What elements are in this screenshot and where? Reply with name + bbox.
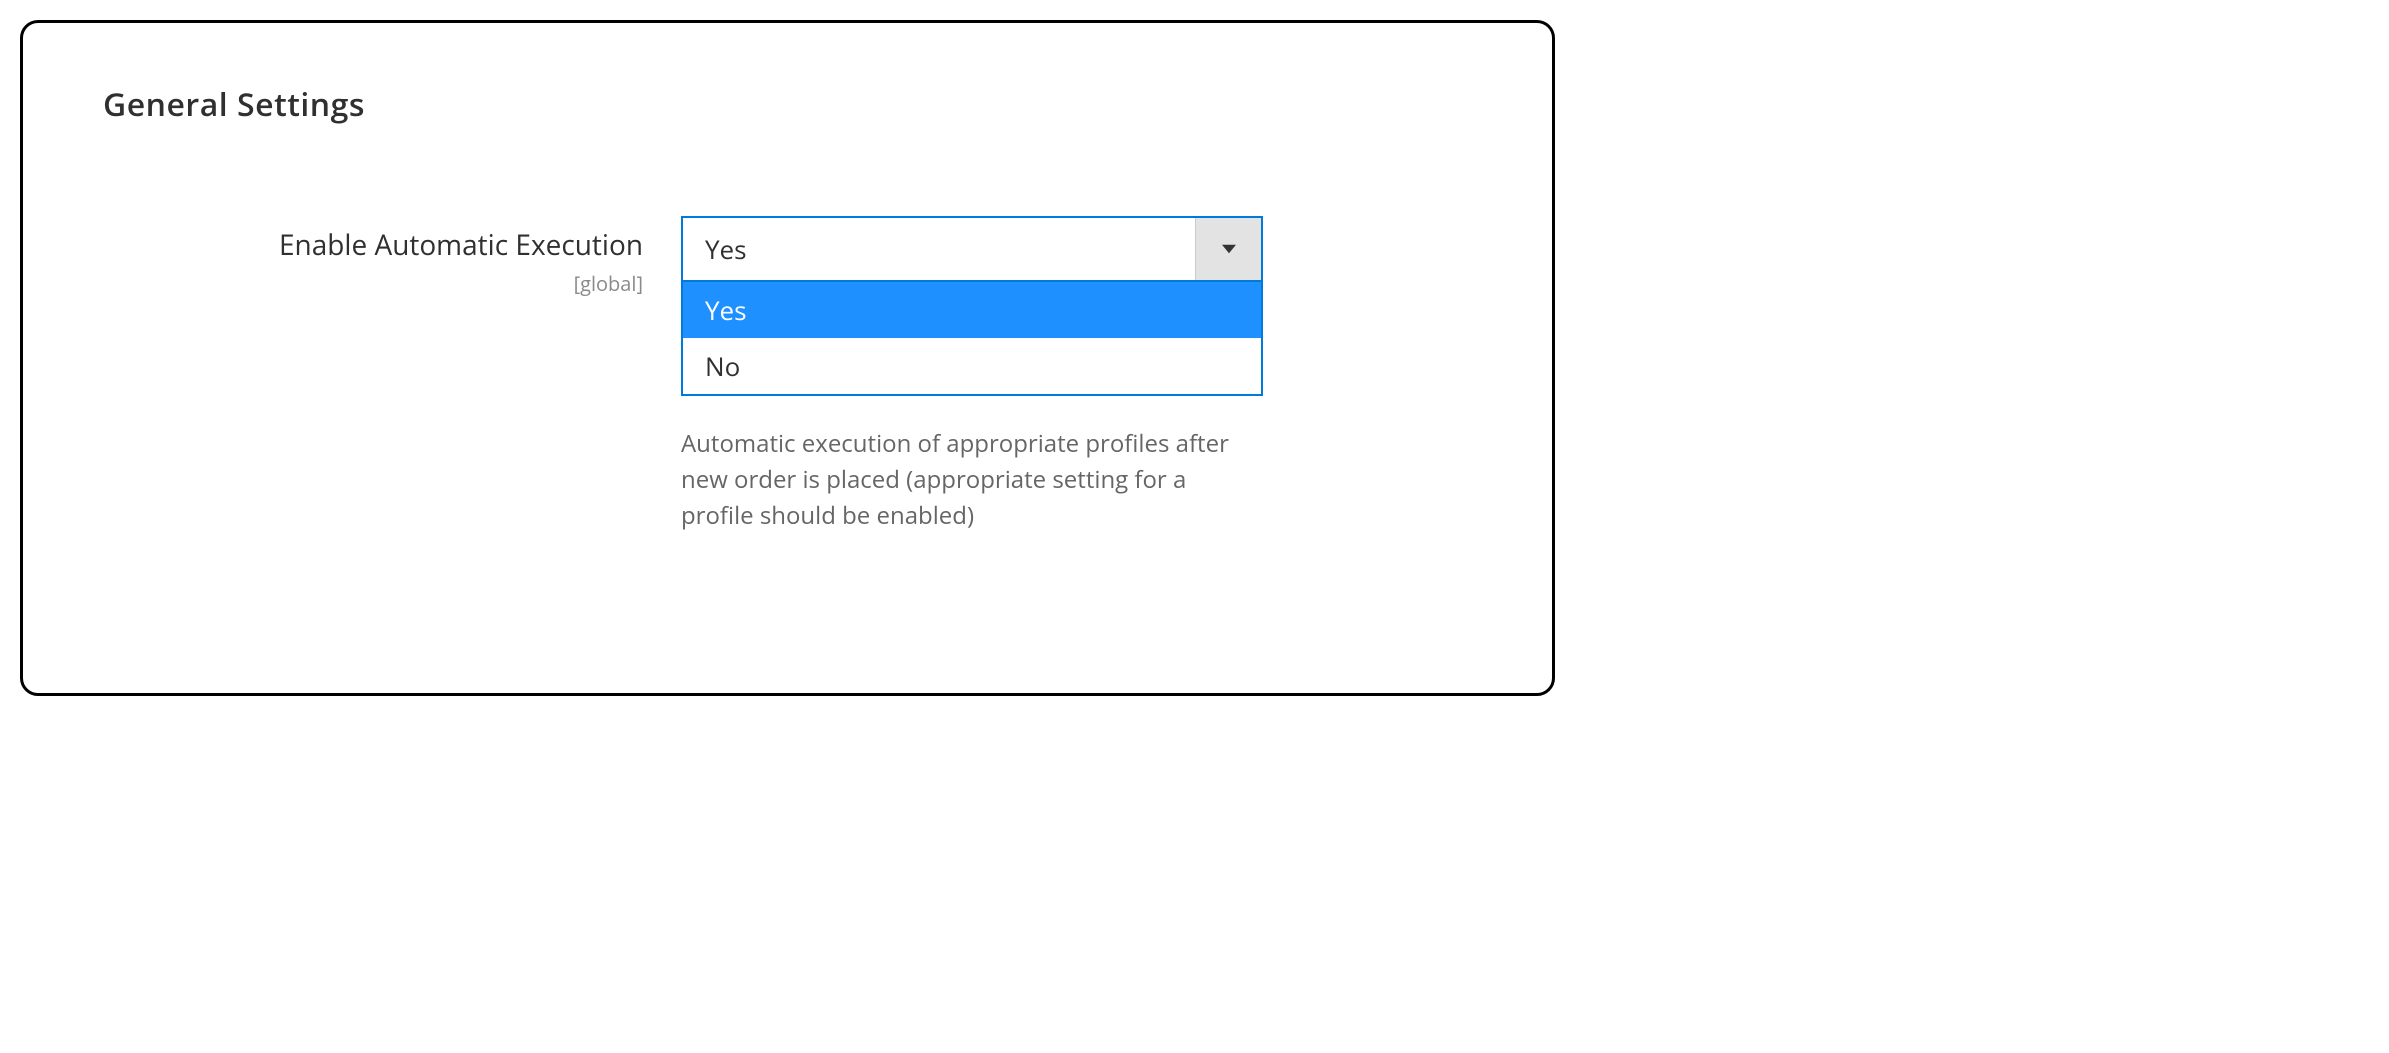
section-title: General Settings [103,83,1472,126]
option-yes[interactable]: Yes [683,282,1261,338]
field-helper-text: Automatic execution of appropriate profi… [681,426,1263,534]
chevron-down-icon [1195,218,1261,280]
field-control-column: Yes Yes No Automatic execution of approp… [681,216,1472,534]
select-dropdown: Yes No [681,282,1263,396]
field-label-column: Enable Automatic Execution [global] [103,216,643,297]
enable-auto-exec-select[interactable]: Yes [681,216,1263,282]
field-row-enable-auto-exec: Enable Automatic Execution [global] Yes … [103,216,1472,534]
field-label: Enable Automatic Execution [103,226,643,264]
settings-panel: General Settings Enable Automatic Execut… [20,20,1555,696]
option-no[interactable]: No [683,338,1261,394]
select-current-value: Yes [683,231,1195,267]
field-scope: [global] [103,270,643,297]
